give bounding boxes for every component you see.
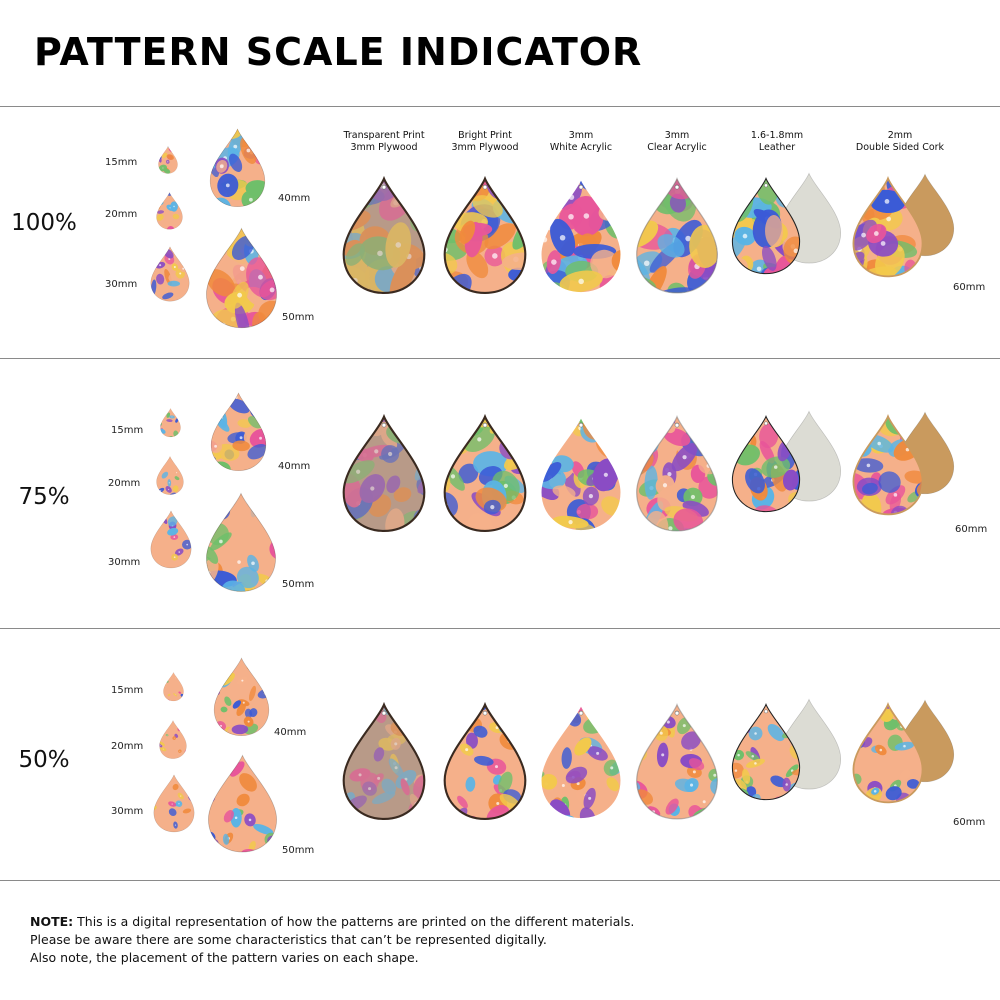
size-label-20mm: 20mm (108, 478, 141, 489)
size-label-30mm: 30mm (105, 279, 138, 290)
size-label-15mm: 15mm (111, 425, 144, 436)
material-clear-acrylic (635, 702, 719, 821)
page-title: PATTERN SCALE INDICATOR (34, 30, 643, 74)
swatch-40mm (210, 392, 267, 472)
swatch-15mm (163, 672, 184, 702)
material-header-white-acrylic: 3mm White Acrylic (549, 130, 613, 153)
scale-section-75: 75% 15mm 20mm 30mm 40mm 50mm 60mm (0, 359, 1000, 628)
size-label-60mm: 60mm (955, 524, 988, 535)
size-label-60mm: 60mm (953, 817, 986, 828)
swatch-20mm (159, 720, 187, 759)
swatch-50mm (205, 227, 278, 329)
material-header-transparent-plywood: Transparent Print 3mm Plywood (343, 130, 425, 153)
size-label-60mm: 60mm (953, 282, 986, 293)
divider (0, 106, 1000, 107)
material-header-leather: 1.6-1.8mm Leather (750, 130, 804, 153)
material-leather (731, 176, 801, 275)
divider (0, 628, 1000, 629)
swatch-30mm (150, 246, 190, 302)
swatch-20mm (156, 456, 184, 495)
material-transparent-plywood (342, 175, 426, 295)
swatch-30mm (150, 510, 192, 569)
size-label-50mm: 50mm (282, 312, 315, 323)
size-label-30mm: 30mm (111, 806, 144, 817)
swatch-40mm (209, 128, 266, 208)
scale-section-100: 100% 15mm 20mm 30mm 40mm 50mm 60mm (0, 107, 1000, 358)
material-header-bright-plywood: Bright Print 3mm Plywood (451, 130, 519, 153)
size-label-15mm: 15mm (111, 685, 144, 696)
swatch-20mm (156, 192, 183, 230)
material-bright-plywood (443, 413, 527, 533)
scale-label: 50% (18, 747, 70, 773)
material-cork (852, 176, 924, 278)
material-header-cork: 2mm Double Sided Cork (855, 130, 945, 153)
material-bright-plywood (443, 701, 527, 821)
swatch-30mm (153, 774, 195, 833)
scale-section-50: 50% 15mm 20mm 30mm 40mm 50mm 60mm (0, 629, 1000, 880)
note-line-1: This is a digital representation of how … (77, 914, 635, 929)
material-white-acrylic (539, 702, 623, 821)
material-white-acrylic (539, 176, 623, 295)
material-transparent-plywood (342, 701, 426, 821)
size-label-50mm: 50mm (282, 845, 315, 856)
size-label-50mm: 50mm (282, 579, 315, 590)
material-bright-plywood (443, 175, 527, 295)
note-label: NOTE: (30, 914, 74, 929)
size-label-40mm: 40mm (278, 461, 311, 472)
material-leather (731, 702, 801, 801)
material-leather (731, 414, 801, 513)
size-label-40mm: 40mm (274, 727, 307, 738)
material-white-acrylic (539, 414, 623, 533)
size-label-20mm: 20mm (111, 741, 144, 752)
swatch-40mm (213, 657, 270, 737)
material-clear-acrylic (635, 414, 719, 533)
swatch-15mm (158, 146, 178, 174)
size-label-15mm: 15mm (105, 157, 138, 168)
scale-label: 100% (11, 210, 77, 236)
swatch-15mm (160, 408, 181, 438)
swatch-50mm (207, 754, 278, 853)
material-clear-acrylic (635, 176, 719, 295)
material-transparent-plywood (342, 413, 426, 533)
size-label-20mm: 20mm (105, 209, 138, 220)
swatch-50mm (205, 492, 277, 593)
material-cork (852, 702, 924, 804)
scale-label: 75% (18, 484, 70, 510)
divider (0, 880, 1000, 881)
note-block: NOTE: This is a digital representation o… (30, 913, 970, 967)
material-header-clear-acrylic: 3mm Clear Acrylic (647, 130, 707, 153)
note-line-3: Also note, the placement of the pattern … (30, 950, 419, 965)
divider (0, 358, 1000, 359)
size-label-40mm: 40mm (278, 193, 311, 204)
size-label-30mm: 30mm (108, 557, 141, 568)
material-cork (852, 414, 924, 516)
note-line-2: Please be aware there are some character… (30, 932, 547, 947)
